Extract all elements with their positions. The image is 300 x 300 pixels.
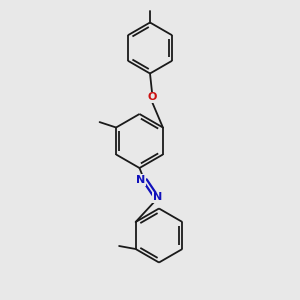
Text: N: N (153, 192, 162, 203)
Text: O: O (147, 92, 157, 103)
Text: N: N (136, 175, 146, 185)
